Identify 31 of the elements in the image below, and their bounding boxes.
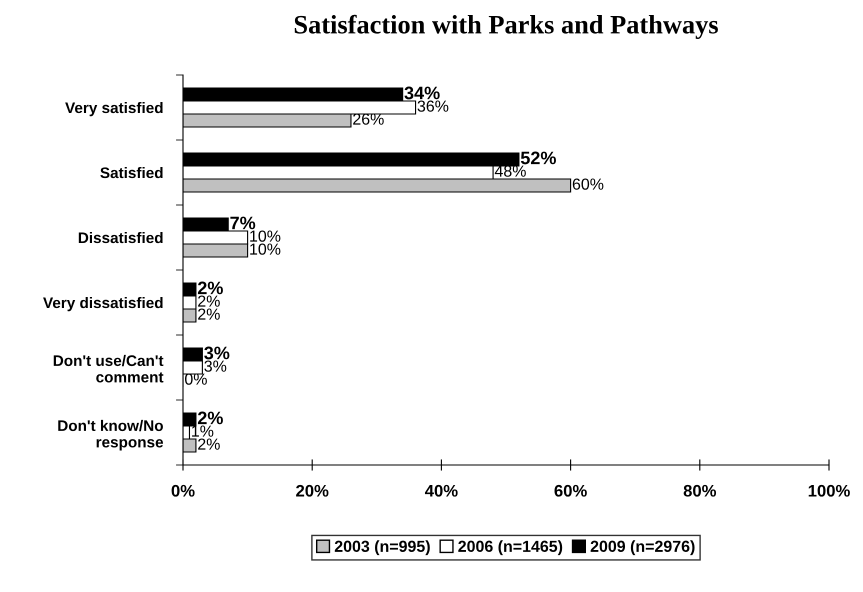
legend-label: 2006 (n=1465) (458, 540, 562, 556)
x-tick-label: 0% (172, 484, 195, 497)
data-label: 2% (198, 282, 223, 294)
data-label: 1% (192, 426, 214, 437)
x-tick-label: 40% (424, 484, 458, 497)
chart-title: Satisfaction with Parks and Pathways (294, 14, 718, 40)
x-tick-label: 60% (554, 484, 587, 497)
x-tick-label: 80% (684, 484, 716, 497)
x-tick-label: 100% (808, 484, 850, 497)
data-label: 60% (572, 178, 604, 190)
y-tick-label: Very dissatisfied (43, 296, 163, 312)
y-tick-label: Satisfied (100, 166, 163, 178)
data-label: 52% (520, 152, 556, 164)
y-tick-label: Don't know/No response (58, 420, 164, 451)
y-tick-label: Dissatisfied (78, 232, 163, 244)
data-label: 2% (198, 308, 220, 320)
data-label: 7% (230, 216, 256, 230)
data-label: 2% (198, 412, 223, 424)
y-tick-label: Very satisfied (65, 102, 163, 116)
data-label: 2% (198, 438, 220, 450)
data-label: 2% (198, 295, 220, 307)
x-tick-label: 20% (296, 484, 328, 497)
y-tick-label: Don't use/Can't comment (54, 354, 164, 383)
data-label: 36% (418, 100, 448, 112)
legend-label: 2009 (n=2976) (590, 540, 695, 556)
legend-label: 2003 (n=995) (334, 540, 430, 556)
data-label: 3% (204, 360, 226, 372)
data-label: 3% (204, 346, 230, 360)
data-label: 10% (250, 230, 280, 242)
data-label: 10% (250, 243, 280, 255)
data-label: 34% (404, 86, 440, 100)
